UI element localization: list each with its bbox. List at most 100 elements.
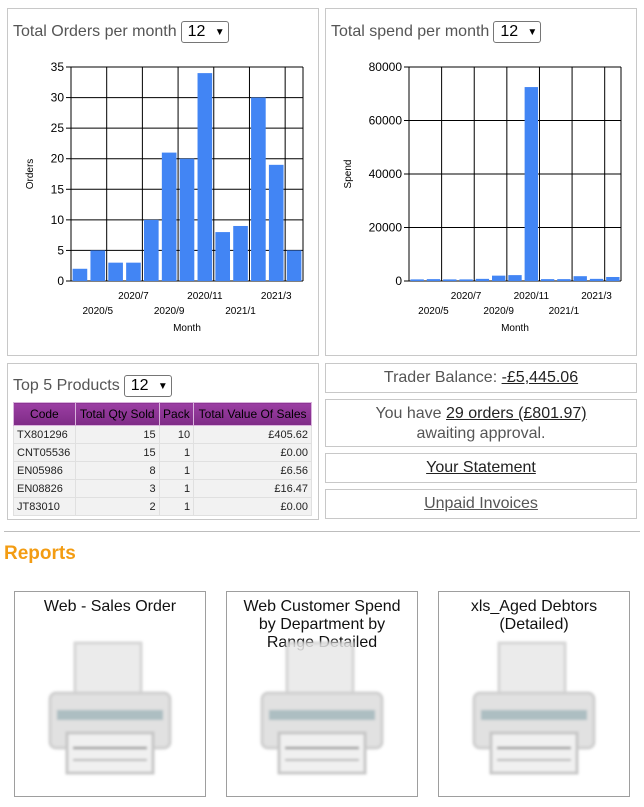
x-axis-label: Month [501, 323, 529, 334]
x-tick-label: 2020/5 [82, 306, 113, 317]
y-tick-label: 5 [57, 243, 64, 257]
spend-chart: 0 20000 40000 60000 80000 2020/7 2020/11 2021/3… [343, 60, 622, 334]
spend-panel-header: Total spend per month 12 ▼ [331, 21, 542, 43]
top5-period-select[interactable]: 12 ▼ [123, 375, 172, 397]
y-tick-label: 0 [57, 274, 64, 288]
top5-panel-title: Top 5 Products [13, 377, 120, 394]
y-axis-label: Spend [343, 160, 354, 189]
y-tick-label: 25 [51, 121, 65, 135]
bar[interactable] [459, 279, 473, 281]
bar[interactable] [492, 275, 506, 281]
cell-code: EN08826 [13, 479, 76, 498]
cell-value: £16.47 [193, 479, 312, 498]
cell-value: £405.62 [193, 425, 312, 444]
spend-period-select[interactable]: 12 ▼ [493, 21, 542, 43]
bar[interactable] [426, 279, 441, 281]
x-tick-label: 2020/7 [451, 291, 482, 302]
y-axis-label: Orders [25, 159, 36, 190]
y-tick-label: 0 [395, 274, 402, 288]
x-tick-label: 2020/9 [154, 306, 185, 317]
bar[interactable] [443, 279, 457, 281]
chevron-down-icon: ▼ [527, 26, 538, 38]
report-name: xls_Aged Debtors (Detailed) [470, 598, 598, 633]
bar[interactable] [233, 225, 248, 281]
orders-period-select[interactable]: 12 ▼ [180, 21, 229, 43]
trader-balance-link[interactable]: -£5,445.06 [501, 369, 579, 386]
cell-qty: 2 [74, 497, 160, 516]
y-tick-label: 30 [51, 91, 65, 105]
y-tick-label: 80000 [369, 60, 403, 74]
top5-header-row: Code Total Qty Sold Pack Total Value Of … [13, 402, 312, 426]
col-total-qty[interactable]: Total Qty Sold [74, 402, 160, 426]
col-pack[interactable]: Pack [158, 402, 195, 426]
cell-code: CNT05536 [13, 443, 76, 462]
printer-icon [260, 641, 384, 775]
x-tick-label: 2021/1 [225, 306, 256, 317]
cell-qty: 15 [74, 443, 160, 462]
bar[interactable] [215, 232, 231, 281]
cell-value: £6.56 [193, 461, 312, 480]
x-axis-label: Month [173, 323, 201, 334]
bar[interactable] [251, 97, 266, 281]
chevron-down-icon: ▼ [157, 380, 168, 392]
table-row: CNT05536 15 1 £0.00 [13, 443, 312, 462]
report-card-customer-spend[interactable]: Web Customer Spend by Department by Rang… [226, 591, 418, 797]
cell-pack: 1 [158, 443, 195, 462]
your-statement-link[interactable]: Your Statement [426, 459, 536, 476]
bar[interactable] [108, 262, 123, 281]
x-tick-label: 2020/5 [418, 306, 449, 317]
bar[interactable] [126, 262, 141, 281]
bar[interactable] [90, 250, 106, 281]
col-total-value[interactable]: Total Value Of Sales [193, 402, 312, 426]
orders-panel-title: Total Orders per month [13, 23, 177, 40]
approval-box: You have 29 orders (£801.97) awaiting ap… [325, 399, 637, 447]
unpaid-invoices-link[interactable]: Unpaid Invoices [424, 495, 538, 512]
y-tick-label: 60000 [369, 114, 403, 128]
trader-balance-label: Trader Balance: [383, 369, 502, 386]
report-card-aged-debtors[interactable]: xls_Aged Debtors (Detailed) [438, 591, 630, 797]
bar[interactable] [573, 276, 587, 281]
reports-heading: Reports [4, 543, 76, 564]
cell-value: £0.00 [193, 443, 312, 462]
report-name: Web - Sales Order [43, 598, 177, 615]
col-code[interactable]: Code [13, 402, 76, 426]
bar[interactable] [197, 73, 213, 281]
y-tick-label: 40000 [369, 167, 403, 181]
bar[interactable] [161, 152, 177, 281]
table-row: EN05986 8 1 £6.56 [13, 461, 312, 480]
printer-icon [472, 641, 596, 775]
cell-code: JT83010 [13, 497, 76, 516]
x-tick-label: 2021/1 [549, 306, 580, 317]
bar[interactable] [508, 275, 522, 281]
cell-code: TX801296 [13, 425, 76, 444]
y-tick-label: 35 [51, 60, 65, 74]
x-tick-label: 2021/3 [261, 291, 292, 302]
x-tick-label: 2020/9 [483, 306, 514, 317]
top5-table: Code Total Qty Sold Pack Total Value Of … [13, 402, 312, 516]
orders-chart: 0 5 10 15 20 25 30 35 2020/7 2020/11 2021/3 2020/5 2… [25, 60, 304, 334]
table-row: TX801296 15 10 £405.62 [13, 425, 312, 444]
bar[interactable] [268, 164, 284, 281]
y-tick-label: 10 [51, 213, 65, 227]
bar[interactable] [286, 250, 302, 281]
bar[interactable] [589, 278, 604, 281]
y-tick-label: 20000 [369, 221, 403, 235]
report-card-sales-order[interactable]: Web - Sales Order [14, 591, 206, 797]
approval-prefix: You have [375, 405, 447, 422]
y-tick-label: 20 [51, 152, 65, 166]
pending-orders-link[interactable]: 29 orders (£801.97) [446, 405, 587, 422]
statement-box: Your Statement [325, 453, 637, 483]
cell-pack: 1 [158, 461, 195, 480]
bar[interactable] [540, 279, 555, 281]
bar[interactable] [475, 278, 490, 281]
bar[interactable] [179, 158, 195, 281]
bar[interactable] [606, 276, 620, 281]
y-tick-label: 15 [51, 182, 65, 196]
bar[interactable] [557, 279, 571, 281]
cell-pack: 1 [158, 479, 195, 498]
bar[interactable] [143, 219, 159, 281]
bar[interactable] [524, 87, 538, 281]
cell-code: EN05986 [13, 461, 76, 480]
bar[interactable] [72, 268, 88, 281]
bar[interactable] [410, 279, 424, 281]
